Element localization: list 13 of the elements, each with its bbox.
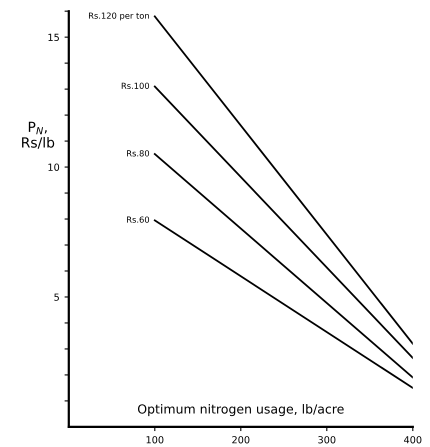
series-label: Rs.100 [122,82,150,89]
series-label: Rs.60 [127,216,150,223]
x-tick-label: 300 [318,436,336,444]
y-tick-label: 15 [48,34,59,41]
x-tick-label: 400 [404,436,422,444]
x-tick-label: 100 [146,436,164,444]
y-axis-title: P$_{N}$, Rs/lb [22,122,54,149]
series-label: Rs.80 [127,150,150,156]
x-tick-label: 200 [232,436,250,444]
series-label: Rs.120 per ton [88,12,149,20]
y-tick-label: 5 [54,294,59,301]
y-tick-label: 10 [48,164,60,171]
x-axis-title: Optimum nitrogen usage, lb/acre [138,404,344,416]
